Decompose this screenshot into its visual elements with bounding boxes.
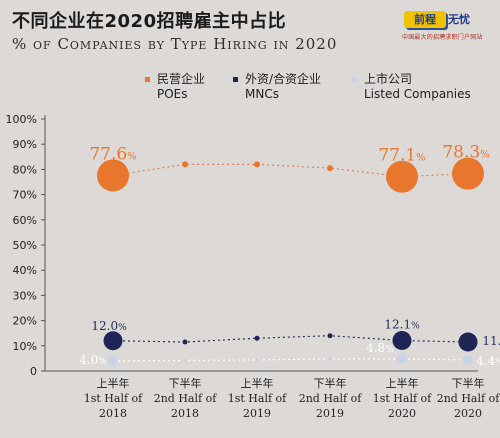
data-point-listed [397, 353, 407, 364]
series-line-mnc [112, 335, 469, 343]
legend-label-en-poe: POEs [157, 87, 188, 101]
data-point-listed [328, 356, 332, 361]
x-tick-label: 2020 [388, 407, 416, 420]
data-label-listed: 4.0% [79, 353, 107, 367]
x-tick-label: 2nd Half of [437, 392, 500, 405]
data-point-listed [463, 354, 473, 365]
brand-logo-mark: 前程 [404, 11, 446, 28]
x-tick-label: 上半年 [241, 376, 274, 390]
x-tick-label: 下半年 [452, 376, 485, 390]
y-tick-label: 60% [13, 214, 37, 227]
y-tick-label: 80% [13, 163, 37, 176]
x-tick-label: 1st Half of [228, 392, 287, 405]
series-line-listed [112, 358, 469, 362]
x-tick-label: 2nd Half of [299, 392, 362, 405]
y-tick-label: 90% [13, 138, 37, 151]
data-label-mnc: 11.5% [482, 334, 500, 348]
legend-label-cn-poe: 民营企业 [157, 71, 205, 86]
legend-label-en-listed: Listed Companies [364, 87, 471, 101]
brand-logo: 前程 无忧 中国最大的招聘求职门户网站 [402, 8, 494, 48]
x-tick-label: 2019 [243, 407, 271, 420]
x-tick-label: 1st Half of [84, 392, 143, 405]
y-tick-label: 20% [13, 315, 37, 328]
y-tick-label: 50% [13, 239, 37, 252]
legend-marker-mnc [233, 77, 238, 82]
y-tick-label: 100% [6, 113, 37, 126]
data-point-listed [108, 355, 118, 366]
data-label-poe: 77.6% [89, 144, 136, 164]
x-tick-label: 2019 [316, 407, 344, 420]
data-label-listed: 4.4% [476, 354, 500, 368]
x-tick-label: 上半年 [386, 376, 419, 390]
data-point-poe [254, 161, 260, 168]
data-point-listed [255, 357, 259, 362]
x-tick-label: 下半年 [314, 376, 347, 390]
x-tick-label: 2018 [171, 407, 199, 420]
legend-label-cn-listed: 上市公司 [364, 71, 412, 86]
y-tick-label: 30% [13, 289, 37, 302]
y-tick-label: 70% [13, 189, 37, 202]
x-tick-label: 2020 [454, 407, 482, 420]
brand-logo-subtitle: 中国最大的招聘求职门户网站 [402, 34, 483, 41]
x-tick-label: 2nd Half of [154, 392, 217, 405]
data-point-poe [386, 160, 418, 193]
brand-logo-mark-2: 无忧 [448, 13, 470, 26]
data-point-poe [452, 157, 484, 190]
data-point-poe [97, 159, 129, 192]
data-label-poe: 78.3% [442, 143, 489, 163]
x-tick-label: 上半年 [97, 376, 130, 390]
x-tick-label: 下半年 [169, 376, 202, 390]
data-point-poe [327, 165, 333, 172]
y-tick-label: 0 [30, 365, 37, 378]
data-point-mnc [103, 331, 123, 351]
data-point-mnc [392, 331, 412, 351]
chart-title-cn: 不同企业在2020招聘雇主中占比 [12, 11, 287, 32]
data-label-mnc: 12.0% [91, 319, 127, 333]
y-tick-label: 10% [13, 340, 37, 353]
x-tick-label: 1st Half of [373, 392, 432, 405]
legend-label-cn-mnc: 外资/合资企业 [245, 71, 321, 86]
legend-marker-listed [352, 77, 357, 82]
legend-label-en-mnc: MNCs [245, 87, 279, 101]
chart-title-en: % of Companies by Type Hiring in 2020 [12, 35, 338, 53]
data-point-mnc [182, 339, 188, 345]
data-label-mnc: 12.1% [384, 318, 420, 332]
x-tick-label: 2018 [99, 407, 127, 420]
data-point-mnc [254, 335, 260, 341]
data-label-listed: 4.8% [366, 341, 394, 355]
data-point-poe [182, 161, 188, 168]
legend-marker-poe [145, 77, 150, 82]
y-tick-label: 40% [13, 264, 37, 277]
data-label-poe: 77.1% [378, 146, 425, 166]
data-point-mnc [327, 333, 333, 339]
data-point-mnc [458, 332, 478, 352]
data-point-listed [183, 358, 187, 363]
